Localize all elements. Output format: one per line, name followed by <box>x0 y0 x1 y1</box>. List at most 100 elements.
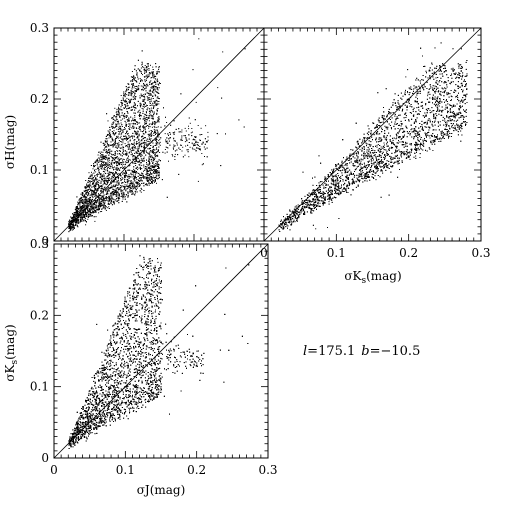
data-point <box>133 141 135 143</box>
data-point <box>131 95 133 97</box>
data-point <box>199 139 201 141</box>
data-point <box>91 173 93 175</box>
data-point <box>180 144 182 146</box>
data-point <box>79 211 81 213</box>
data-point <box>159 177 160 179</box>
data-point <box>167 147 169 149</box>
data-point <box>220 165 222 167</box>
data-point <box>129 190 131 192</box>
data-point <box>156 171 158 172</box>
data-point <box>85 213 87 214</box>
data-point <box>186 139 188 141</box>
data-point <box>135 172 137 174</box>
data-point <box>154 180 156 182</box>
data-point <box>103 187 105 189</box>
data-point <box>97 181 99 183</box>
data-point <box>174 156 176 158</box>
data-point <box>131 127 133 129</box>
data-point <box>196 144 198 146</box>
data-point <box>135 123 136 125</box>
data-point <box>120 180 122 182</box>
data-point <box>133 149 135 151</box>
data-point <box>132 106 134 108</box>
data-point <box>130 80 131 82</box>
data-point <box>124 181 126 183</box>
data-point <box>106 197 108 198</box>
data-point <box>105 189 107 191</box>
data-point <box>112 193 114 195</box>
data-point <box>109 134 111 136</box>
data-point <box>81 194 83 196</box>
data-point <box>128 146 130 148</box>
data-point <box>151 110 153 112</box>
data-point <box>117 197 119 199</box>
data-point <box>128 101 130 103</box>
data-point <box>142 141 144 143</box>
data-point <box>148 177 150 179</box>
data-point <box>87 218 89 220</box>
data-point <box>180 145 182 146</box>
data-point <box>158 84 160 86</box>
data-point <box>112 185 114 187</box>
data-point <box>157 70 159 72</box>
data-point <box>127 138 129 139</box>
data-point <box>154 122 156 124</box>
data-point <box>102 188 103 190</box>
data-point <box>146 74 148 76</box>
data-point <box>140 103 142 105</box>
data-point <box>154 153 156 155</box>
data-point <box>91 207 93 209</box>
data-point <box>118 125 120 127</box>
data-point <box>156 171 158 173</box>
data-point <box>155 95 157 97</box>
data-point <box>120 150 121 152</box>
data-point <box>114 144 116 146</box>
data-point <box>182 156 184 158</box>
data-point <box>151 90 153 92</box>
data-point <box>196 148 198 149</box>
data-point <box>95 193 97 195</box>
data-point <box>114 181 116 183</box>
data-point <box>107 172 109 174</box>
data-point <box>100 205 102 206</box>
data-point <box>151 182 153 184</box>
data-point <box>133 126 135 128</box>
data-point <box>139 125 141 127</box>
data-point <box>155 133 157 134</box>
data-point <box>114 155 116 156</box>
data-point <box>163 107 164 109</box>
data-point <box>141 79 143 81</box>
data-point <box>105 184 107 186</box>
data-point <box>143 76 145 78</box>
data-point <box>136 184 138 186</box>
data-point <box>93 172 95 174</box>
data-point <box>152 102 154 104</box>
data-point <box>86 183 88 185</box>
data-point <box>153 77 155 79</box>
data-point <box>113 144 115 146</box>
data-point <box>112 159 114 161</box>
data-point <box>146 114 147 116</box>
data-point <box>121 163 123 165</box>
data-point <box>152 116 154 118</box>
data-point <box>108 174 110 176</box>
data-point <box>85 193 87 195</box>
data-point <box>123 100 125 102</box>
data-point <box>156 155 158 157</box>
data-point <box>101 202 103 204</box>
data-point <box>105 180 107 182</box>
data-point <box>146 152 148 153</box>
data-point <box>186 140 188 142</box>
data-point <box>113 194 115 196</box>
data-point <box>85 218 87 220</box>
data-point <box>121 124 123 126</box>
data-point <box>78 217 79 219</box>
data-point <box>119 174 121 176</box>
data-point <box>100 185 101 187</box>
data-point <box>154 171 156 172</box>
data-point <box>151 179 153 181</box>
data-point <box>97 205 99 207</box>
data-point <box>100 188 102 190</box>
data-point <box>94 161 96 163</box>
data-point <box>102 191 104 193</box>
